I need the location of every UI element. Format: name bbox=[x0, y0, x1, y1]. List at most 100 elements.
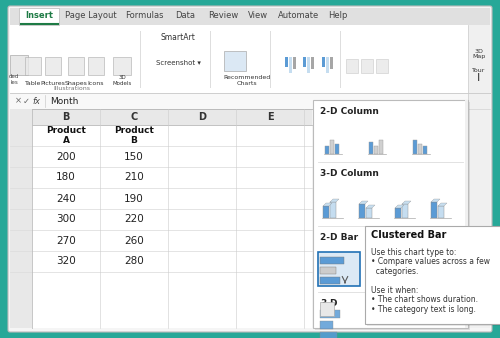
Bar bbox=[368, 264, 380, 273]
Text: Product
A: Product A bbox=[46, 126, 86, 145]
Text: Clustered Bar: Clustered Bar bbox=[371, 230, 446, 240]
Bar bbox=[10, 188, 312, 209]
Bar bbox=[376, 59, 388, 73]
Bar bbox=[395, 208, 401, 218]
Bar bbox=[346, 59, 358, 73]
Bar bbox=[320, 257, 344, 264]
Text: Use it when:: Use it when: bbox=[371, 286, 418, 295]
Text: 210: 210 bbox=[124, 172, 144, 183]
Text: E: E bbox=[266, 112, 274, 122]
Bar bbox=[45, 57, 61, 75]
FancyBboxPatch shape bbox=[8, 6, 492, 332]
Bar bbox=[10, 109, 312, 328]
Bar bbox=[25, 57, 41, 75]
Text: Illustrations: Illustrations bbox=[54, 86, 90, 91]
Text: Screenshot ▾: Screenshot ▾ bbox=[156, 60, 200, 66]
Text: ×: × bbox=[15, 97, 22, 105]
Bar bbox=[10, 93, 490, 109]
Text: 3-D Column: 3-D Column bbox=[320, 169, 379, 177]
Text: Product
B: Product B bbox=[114, 126, 154, 145]
Text: Table: Table bbox=[25, 81, 41, 86]
Text: Use this chart type to:: Use this chart type to: bbox=[371, 248, 456, 257]
Text: F: F bbox=[334, 112, 342, 122]
Text: Shapes: Shapes bbox=[64, 81, 88, 86]
Bar bbox=[330, 57, 333, 69]
Text: • Compare values across a few: • Compare values across a few bbox=[371, 258, 490, 266]
Bar bbox=[320, 267, 336, 274]
Bar bbox=[320, 321, 333, 329]
Bar bbox=[19, 8, 59, 25]
Bar bbox=[359, 204, 365, 218]
Text: SmartArt: SmartArt bbox=[160, 32, 196, 42]
Bar bbox=[10, 55, 28, 75]
Text: View: View bbox=[248, 11, 268, 20]
Text: Review: Review bbox=[208, 11, 238, 20]
Text: C: C bbox=[130, 112, 138, 122]
Bar bbox=[374, 146, 378, 154]
Bar bbox=[418, 144, 422, 154]
Bar bbox=[325, 146, 329, 154]
Text: ded
les: ded les bbox=[9, 74, 19, 85]
Text: Pictures: Pictures bbox=[40, 81, 66, 86]
Bar bbox=[413, 252, 435, 261]
Bar bbox=[303, 57, 306, 67]
Bar bbox=[330, 140, 334, 154]
Bar bbox=[369, 142, 373, 154]
Bar bbox=[10, 167, 312, 188]
Bar bbox=[10, 251, 312, 272]
Bar bbox=[379, 140, 383, 154]
Bar bbox=[465, 100, 468, 328]
Bar bbox=[335, 144, 339, 154]
Bar bbox=[368, 252, 386, 261]
Bar bbox=[285, 57, 288, 67]
Text: Tour: Tour bbox=[472, 69, 486, 73]
Text: Page Layout: Page Layout bbox=[65, 11, 116, 20]
Bar bbox=[10, 25, 490, 93]
Bar bbox=[402, 204, 408, 218]
Text: I: I bbox=[478, 73, 480, 83]
Text: 3-D: 3-D bbox=[320, 298, 338, 308]
Bar bbox=[468, 25, 490, 328]
Bar bbox=[326, 57, 329, 73]
Bar bbox=[10, 209, 312, 230]
Bar bbox=[323, 206, 329, 218]
Bar bbox=[322, 57, 325, 67]
Bar bbox=[366, 252, 398, 286]
Bar bbox=[318, 252, 360, 286]
Bar bbox=[465, 311, 471, 325]
Text: ✓: ✓ bbox=[23, 97, 30, 105]
Text: 260: 260 bbox=[124, 236, 144, 245]
Bar bbox=[307, 57, 310, 73]
Bar bbox=[330, 202, 336, 218]
Text: categories.: categories. bbox=[371, 267, 418, 276]
Text: Formulas: Formulas bbox=[125, 11, 164, 20]
Text: Data: Data bbox=[175, 11, 195, 20]
Bar bbox=[88, 57, 104, 75]
Text: Icons: Icons bbox=[88, 81, 104, 86]
Bar bbox=[10, 146, 312, 167]
Text: 320: 320 bbox=[56, 257, 76, 266]
Bar bbox=[320, 302, 334, 316]
Text: 220: 220 bbox=[124, 215, 144, 224]
Text: 2-D Bar: 2-D Bar bbox=[320, 233, 358, 241]
Polygon shape bbox=[431, 199, 440, 202]
Bar bbox=[366, 208, 372, 218]
Polygon shape bbox=[366, 205, 375, 208]
Bar bbox=[320, 277, 340, 284]
Bar bbox=[367, 228, 500, 326]
Bar bbox=[10, 109, 32, 328]
Text: Insert: Insert bbox=[25, 11, 53, 20]
Text: 300: 300 bbox=[56, 215, 76, 224]
Text: 2-D Column: 2-D Column bbox=[320, 106, 379, 116]
Bar bbox=[413, 264, 427, 273]
Text: • The category text is long.: • The category text is long. bbox=[371, 305, 476, 314]
Bar bbox=[411, 252, 447, 286]
Bar bbox=[365, 226, 500, 324]
Bar bbox=[423, 146, 427, 154]
Bar bbox=[438, 206, 444, 218]
Bar bbox=[311, 57, 314, 69]
Bar bbox=[320, 332, 337, 338]
Bar bbox=[10, 109, 312, 125]
Bar bbox=[313, 100, 468, 328]
Text: 280: 280 bbox=[124, 257, 144, 266]
